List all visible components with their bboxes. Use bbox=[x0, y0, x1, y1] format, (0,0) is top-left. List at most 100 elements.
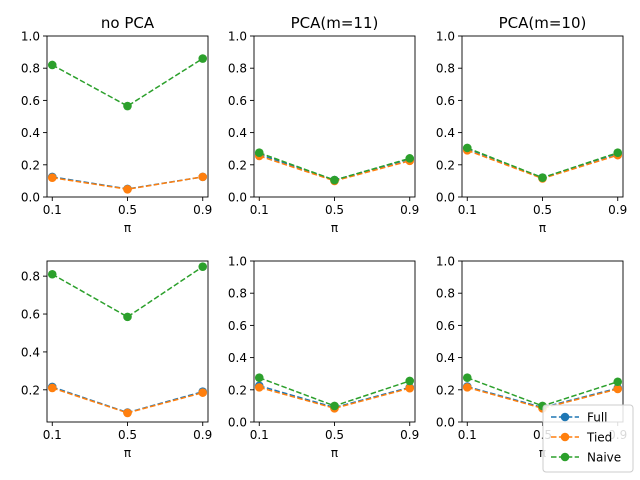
y-tick-label: 0.8 bbox=[436, 62, 455, 76]
axes-frame bbox=[461, 35, 624, 198]
series-naive bbox=[462, 143, 623, 182]
series-line bbox=[51, 266, 204, 318]
x-axis-label: π bbox=[331, 446, 338, 460]
x-tick-label: 0.5 bbox=[325, 203, 344, 217]
y-tick-label: 0.4 bbox=[228, 126, 247, 140]
subplot-title: PCA(m=10) bbox=[499, 14, 587, 32]
data-point bbox=[613, 148, 623, 158]
subplot-5: 0.1 0.5 0.9 0.0 0.2 0.4 0.6 0.8 1.0 π bbox=[228, 255, 419, 461]
y-tick-label: 1.0 bbox=[436, 255, 455, 269]
series-line bbox=[51, 57, 204, 107]
x-tick-label: 0.5 bbox=[325, 428, 344, 442]
legend-entry-tied: Tied bbox=[551, 431, 612, 445]
data-point bbox=[198, 54, 208, 63]
series-tied bbox=[47, 383, 208, 418]
legend-label: Full bbox=[587, 411, 608, 425]
legend-entry-full: Full bbox=[551, 411, 608, 425]
series-tied bbox=[462, 383, 623, 413]
data-point bbox=[123, 312, 132, 322]
x-tick-label: 0.9 bbox=[400, 428, 419, 442]
series-naive bbox=[47, 54, 208, 111]
data-point bbox=[462, 373, 472, 383]
y-tick-label: 1.0 bbox=[21, 30, 40, 44]
x-tick-label: 0.1 bbox=[250, 428, 269, 442]
y-tick-label: 0.0 bbox=[436, 416, 455, 430]
data-point bbox=[613, 377, 623, 387]
x-tick-label: 0.5 bbox=[118, 203, 137, 217]
subplot-1: 0.1 0.5 0.9 0.0 0.2 0.4 0.6 0.8 1.0 π no PCA bbox=[21, 14, 212, 235]
x-tick-label: 0.1 bbox=[43, 203, 62, 217]
data-point bbox=[47, 60, 57, 70]
y-tick-label: 0.0 bbox=[228, 191, 247, 205]
series-line bbox=[259, 386, 410, 410]
x-axis-label: π bbox=[331, 221, 338, 235]
y-tick-label: 0.0 bbox=[436, 191, 455, 205]
legend-entry-naive: Naive bbox=[551, 451, 621, 465]
series-naive bbox=[254, 148, 415, 185]
legend: Full Tied Naive bbox=[542, 404, 634, 473]
y-tick-label: 0.8 bbox=[21, 62, 40, 76]
y-tick-label: 1.0 bbox=[436, 30, 455, 44]
x-tick-label: 0.5 bbox=[118, 428, 137, 442]
series-line bbox=[467, 386, 618, 410]
data-point bbox=[47, 269, 57, 279]
x-tick-label: 0.1 bbox=[43, 428, 62, 442]
axes-frame bbox=[253, 260, 416, 423]
data-point bbox=[198, 388, 208, 397]
data-point bbox=[198, 172, 208, 182]
y-tick-label: 0.4 bbox=[436, 351, 455, 365]
data-point bbox=[198, 262, 208, 271]
legend-marker bbox=[560, 432, 570, 442]
y-tick-label: 0.4 bbox=[436, 126, 455, 140]
legend-marker bbox=[560, 452, 570, 462]
data-point bbox=[613, 384, 623, 394]
y-tick-label: 0.4 bbox=[228, 351, 247, 365]
x-tick-label: 0.5 bbox=[533, 203, 552, 217]
data-point bbox=[123, 184, 132, 194]
legend-label: Tied bbox=[586, 431, 612, 445]
data-point bbox=[254, 148, 264, 158]
y-tick-label: 0.6 bbox=[21, 308, 40, 322]
x-tick-label: 0.9 bbox=[193, 203, 212, 217]
y-tick-label: 0.6 bbox=[228, 94, 247, 108]
y-tick-label: 0.2 bbox=[228, 158, 247, 172]
y-tick-label: 0.6 bbox=[228, 319, 247, 333]
subplot-3: 0.1 0.5 0.9 0.0 0.2 0.4 0.6 0.8 1.0 π PCA(m=10) bbox=[436, 14, 627, 235]
y-tick-label: 0.8 bbox=[228, 62, 247, 76]
legend-label: Naive bbox=[587, 451, 621, 465]
series-line bbox=[467, 385, 618, 409]
axes-frame bbox=[253, 35, 416, 198]
data-point bbox=[330, 401, 339, 411]
x-tick-label: 0.1 bbox=[458, 203, 477, 217]
y-tick-label: 0.2 bbox=[21, 158, 40, 172]
x-tick-label: 0.9 bbox=[193, 428, 212, 442]
y-tick-label: 0.0 bbox=[228, 416, 247, 430]
series-line bbox=[259, 385, 410, 409]
subplot-2: 0.1 0.5 0.9 0.0 0.2 0.4 0.6 0.8 1.0 π PCA(m=11) bbox=[228, 14, 419, 235]
y-tick-label: 1.0 bbox=[228, 255, 247, 269]
subplot-title: no PCA bbox=[101, 14, 155, 32]
data-point bbox=[254, 373, 264, 383]
x-axis-label: π bbox=[539, 221, 546, 235]
data-point bbox=[462, 143, 472, 153]
y-tick-label: 0.4 bbox=[21, 126, 40, 140]
series-line bbox=[467, 148, 618, 179]
y-tick-label: 0.4 bbox=[21, 345, 40, 359]
x-axis-label: π bbox=[124, 446, 131, 460]
data-point bbox=[405, 376, 415, 386]
data-point bbox=[47, 383, 57, 393]
x-tick-label: 0.1 bbox=[458, 428, 477, 442]
axes-frame bbox=[461, 260, 624, 423]
subplot-4: 0.1 0.5 0.9 0.2 0.4 0.6 0.8 π bbox=[21, 260, 212, 460]
y-tick-label: 0.0 bbox=[21, 191, 40, 205]
data-point bbox=[330, 175, 339, 185]
subplot-6: 0.10.50.90.00.20.40.60.81.0π bbox=[436, 255, 627, 461]
x-tick-label: 0.9 bbox=[608, 203, 627, 217]
series-tied bbox=[47, 172, 208, 194]
data-point bbox=[462, 383, 472, 392]
x-tick-label: 0.1 bbox=[250, 203, 269, 217]
legend-marker bbox=[560, 412, 570, 422]
y-tick-label: 0.2 bbox=[436, 158, 455, 172]
data-point bbox=[254, 383, 264, 392]
subplot-title: PCA(m=11) bbox=[291, 14, 379, 32]
